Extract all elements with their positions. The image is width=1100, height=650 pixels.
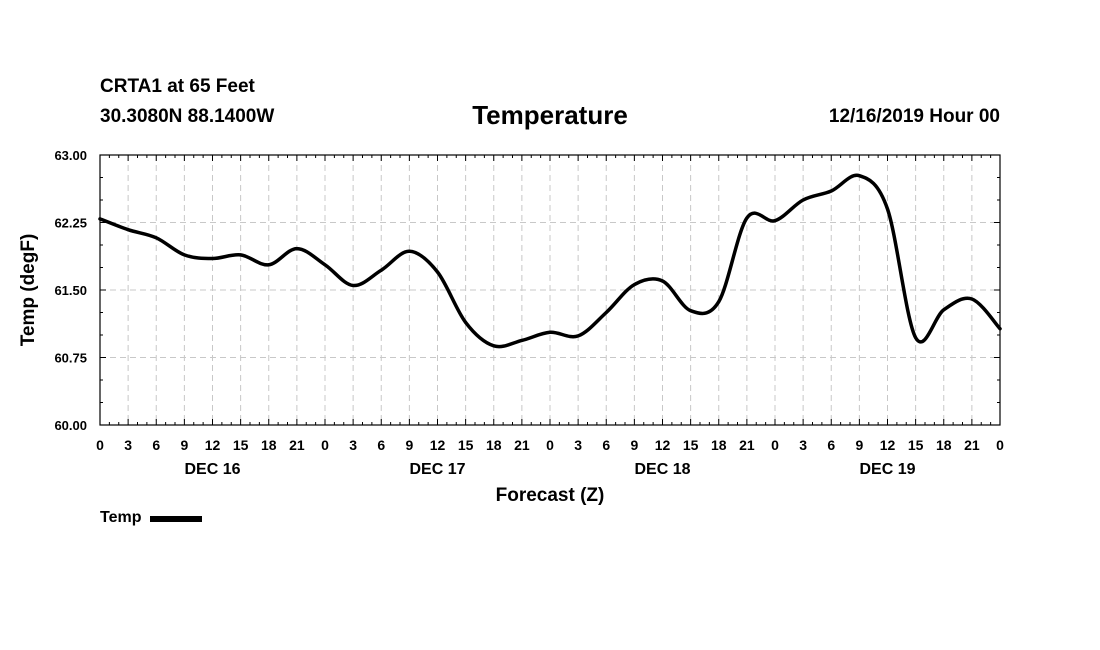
data-point [548, 330, 552, 334]
x-tick-label: 0 [96, 437, 104, 453]
x-tick-label: 0 [996, 437, 1004, 453]
legend-label: Temp [100, 509, 142, 526]
x-tick-label: 3 [574, 437, 582, 453]
x-tick-label: 3 [124, 437, 132, 453]
y-tick-label: 62.25 [54, 216, 87, 231]
data-point [211, 257, 214, 260]
data-point [464, 320, 468, 324]
x-tick-label: 0 [546, 437, 554, 453]
x-tick-label: 21 [289, 437, 305, 453]
x-tick-label: 15 [233, 437, 249, 453]
x-tick-label: 18 [936, 437, 952, 453]
x-tick-label: 3 [349, 437, 357, 453]
data-point [604, 311, 608, 314]
data-point [773, 219, 777, 223]
legend-swatch-temp [150, 516, 203, 522]
day-label: DEC 17 [409, 461, 465, 478]
station-coordinates: 30.3080N 88.1400W [100, 106, 275, 127]
station-label: CRTA1 at 65 Feet [100, 76, 255, 97]
y-tick-label: 60.75 [54, 351, 87, 366]
x-tick-label: 3 [799, 437, 807, 453]
y-tick-label: 60.00 [54, 418, 87, 433]
tick-marks [99, 154, 1001, 426]
data-point [829, 189, 833, 193]
data-point [661, 279, 664, 283]
x-tick-label: 12 [655, 437, 671, 453]
x-tick-label: 9 [630, 437, 638, 453]
data-point [632, 283, 636, 287]
day-label: DEC 19 [859, 461, 915, 478]
data-point [407, 249, 411, 253]
data-point [154, 236, 158, 240]
forecast-run-time: 12/16/2019 Hour 00 [828, 106, 1000, 127]
y-tick-label: 63.00 [54, 148, 87, 163]
data-point [970, 297, 974, 301]
data-point [689, 309, 693, 313]
data-point [886, 207, 889, 211]
data-point [576, 334, 580, 338]
data-point [182, 253, 186, 257]
data-point [745, 216, 749, 220]
x-tick-label: 21 [514, 437, 530, 453]
data-point [239, 253, 243, 257]
data-point [492, 344, 496, 348]
data-point [351, 284, 355, 287]
legend: Temp [100, 509, 203, 527]
data-point [295, 247, 299, 251]
x-tick-label: 6 [602, 437, 610, 453]
x-tick-label: 9 [180, 437, 188, 453]
data-point [914, 336, 918, 340]
data-layer [98, 173, 1002, 349]
x-tick-label: 15 [683, 437, 699, 453]
x-tick-label: 18 [486, 437, 502, 453]
x-tick-label: 6 [377, 437, 385, 453]
x-tick-label: 0 [321, 437, 329, 453]
x-tick-label: 12 [205, 437, 221, 453]
x-tick-label: 21 [739, 437, 755, 453]
grid-lines [100, 155, 1000, 425]
x-tick-label: 18 [711, 437, 727, 453]
day-label: DEC 18 [634, 461, 690, 478]
y-tick-label: 61.50 [54, 283, 87, 298]
axis-labels: 0 3 6 9 12 15 18 21 0 3 6 9 12 15 18 21 0 3 6 9 12 15 18 21 0 3 6 9… [18, 148, 1004, 506]
x-tick-label: 15 [908, 437, 924, 453]
data-point [857, 174, 861, 178]
data-point [717, 300, 721, 304]
data-point [379, 268, 383, 272]
x-axis-title: Forecast (Z) [496, 485, 605, 506]
data-point [323, 263, 327, 267]
data-point [126, 228, 130, 232]
x-tick-label: 12 [430, 437, 446, 453]
x-tick-label: 18 [261, 437, 277, 453]
x-tick-label: 9 [405, 437, 413, 453]
x-tick-label: 6 [827, 437, 835, 453]
x-tick-label: 21 [964, 437, 980, 453]
x-tick-label: 12 [880, 437, 896, 453]
day-label: DEC 16 [184, 461, 240, 478]
x-tick-label: 0 [771, 437, 779, 453]
data-point [801, 198, 805, 202]
y-axis-title: Temp (degF) [18, 234, 39, 347]
x-tick-label: 6 [152, 437, 160, 453]
data-point [267, 263, 271, 267]
data-point [520, 338, 524, 342]
chart-title: Temperature [472, 100, 628, 130]
data-point [942, 308, 946, 312]
data-point [436, 270, 439, 274]
x-tick-label: 9 [855, 437, 863, 453]
x-tick-label: 15 [458, 437, 474, 453]
